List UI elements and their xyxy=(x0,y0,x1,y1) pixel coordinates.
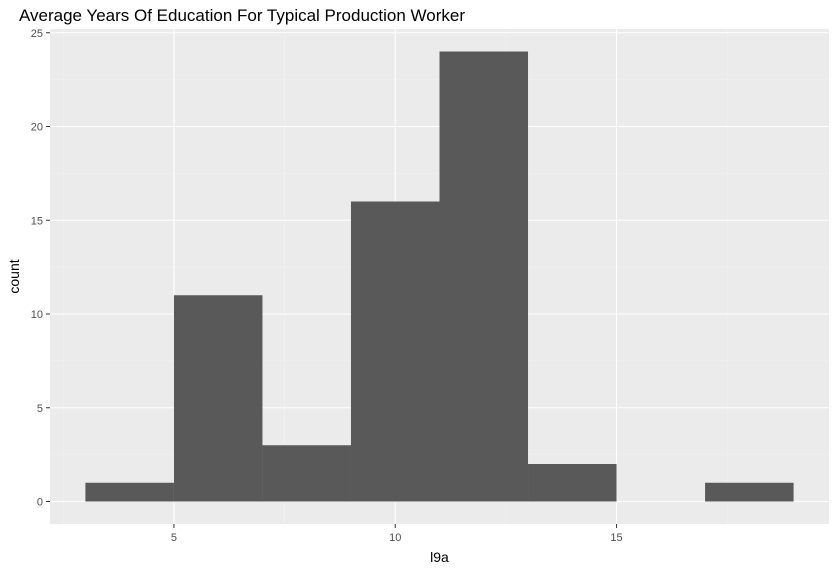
y-axis-ticks: 0 5 10 15 20 25 xyxy=(31,28,50,509)
histogram-bars xyxy=(85,51,794,502)
x-tick-label: 10 xyxy=(389,532,401,544)
histogram-bar xyxy=(528,464,617,502)
x-axis-ticks: 5 10 15 xyxy=(171,524,623,544)
histogram-bar xyxy=(173,295,263,502)
chart-title: Average Years Of Education For Typical P… xyxy=(19,6,466,25)
histogram-bar xyxy=(85,482,174,502)
histogram-bar xyxy=(705,482,794,502)
y-tick-label: 10 xyxy=(31,309,43,321)
x-tick-label: 5 xyxy=(171,532,177,544)
y-tick-label: 20 xyxy=(31,122,43,134)
histogram-bar xyxy=(262,445,351,502)
x-tick-label: 15 xyxy=(610,532,622,544)
y-axis-label: count xyxy=(6,259,22,293)
histogram-bar xyxy=(439,51,529,502)
x-axis-label: l9a xyxy=(430,549,449,565)
y-tick-label: 0 xyxy=(37,497,43,509)
y-tick-label: 15 xyxy=(31,215,43,227)
y-tick-label: 25 xyxy=(31,28,43,40)
y-tick-label: 5 xyxy=(37,403,43,415)
histogram-bar xyxy=(350,201,440,502)
